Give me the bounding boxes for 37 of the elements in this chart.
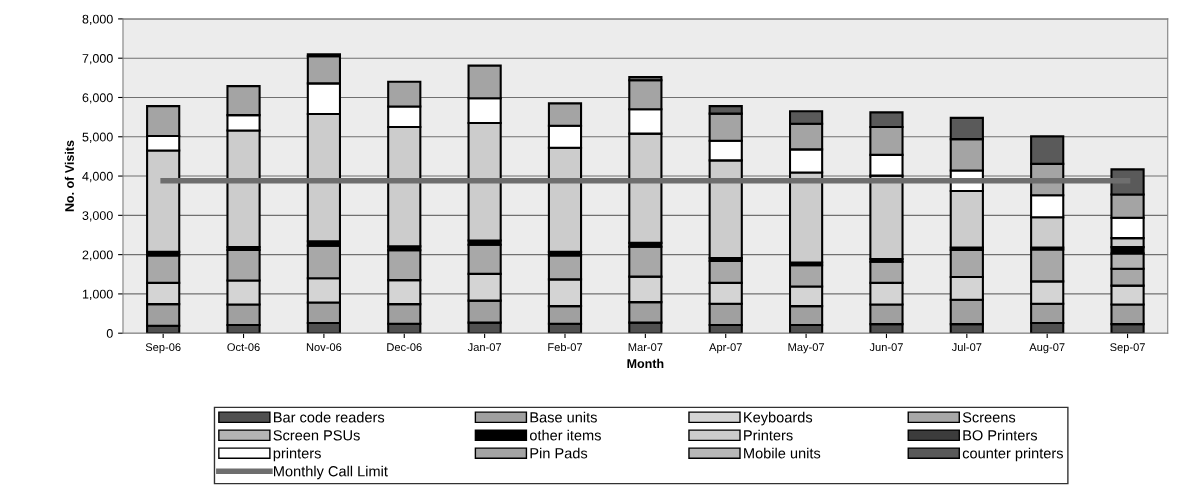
x-axis-title: Month	[627, 358, 664, 369]
y-axis-title: No. of Visits	[64, 140, 74, 212]
y-tick-label: 3,000	[82, 211, 113, 222]
x-tick-label: Jan-07	[467, 343, 502, 352]
legend-label: Base units	[530, 411, 597, 423]
x-tick-label: Jun-07	[869, 343, 903, 352]
y-tick-label: 8,000	[82, 14, 113, 26]
x-tick-label: Sep-06	[145, 343, 181, 354]
x-tick-label: Apr-07	[709, 343, 742, 354]
legend-label: BO Printers	[963, 429, 1038, 441]
legend-label: Mobile units	[744, 447, 821, 459]
legend-label: Screen PSUs	[273, 430, 360, 441]
x-tick-label: Jul-07	[951, 342, 982, 352]
legend-label: printers	[273, 447, 321, 462]
x-tick-label: Feb-07	[548, 342, 583, 352]
x-tick-label: Dec-06	[387, 343, 422, 352]
legend-label: Bar code readers	[274, 411, 385, 423]
y-tick-label: 1,000	[82, 289, 113, 301]
x-tick-label: May-07	[788, 343, 825, 354]
legend-label: Monthly Call Limit	[274, 465, 388, 480]
legend-label: Keyboards	[744, 411, 813, 426]
x-tick-label: Sep-07	[1110, 343, 1145, 354]
x-tick-label: Aug-07	[1029, 343, 1065, 354]
legend-label: Pin Pads	[530, 447, 588, 459]
legend-label: counter printers	[962, 447, 1063, 462]
y-tick-label: 6,000	[82, 93, 113, 104]
y-tick-label: 5,000	[82, 132, 113, 143]
y-tick-label: 7,000	[82, 54, 113, 65]
legend-label: Printers	[744, 429, 793, 441]
y-tick-label: 2,000	[82, 250, 113, 261]
y-tick-label: 0	[106, 329, 113, 338]
x-tick-label: Mar-07	[628, 343, 663, 352]
legend-label: other items	[529, 429, 601, 441]
legend-label: Screens	[962, 412, 1016, 423]
x-tick-label: Nov-06	[306, 343, 342, 352]
y-tick-label: 4,000	[82, 171, 113, 183]
x-tick-label: Oct-06	[227, 343, 260, 352]
